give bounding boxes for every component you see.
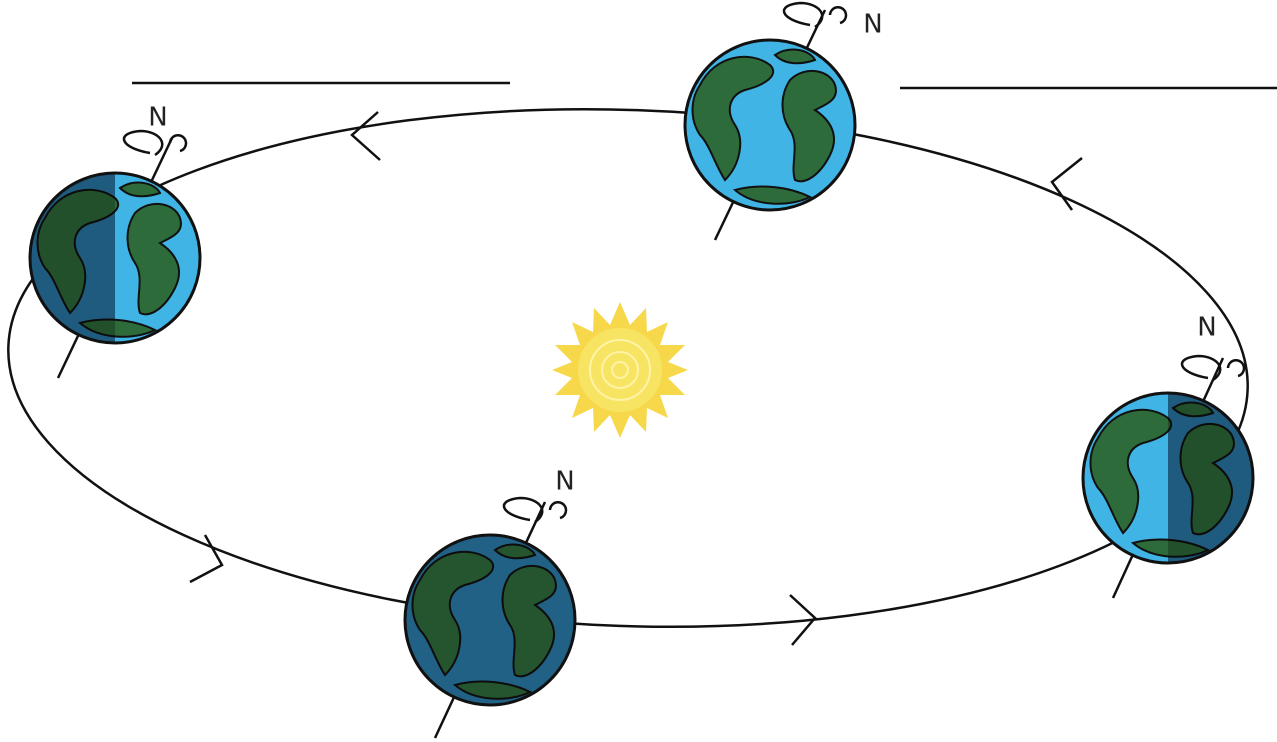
north-label: N xyxy=(555,467,574,497)
earth xyxy=(403,496,577,739)
north-label: N xyxy=(1197,313,1216,343)
orbit xyxy=(7,108,1249,628)
north-label: N xyxy=(148,103,167,133)
earth xyxy=(1081,354,1255,599)
north-label: N xyxy=(863,10,882,40)
earth xyxy=(28,129,202,379)
direction-arrows xyxy=(189,111,1083,646)
earth xyxy=(683,1,857,241)
sun xyxy=(552,302,688,438)
